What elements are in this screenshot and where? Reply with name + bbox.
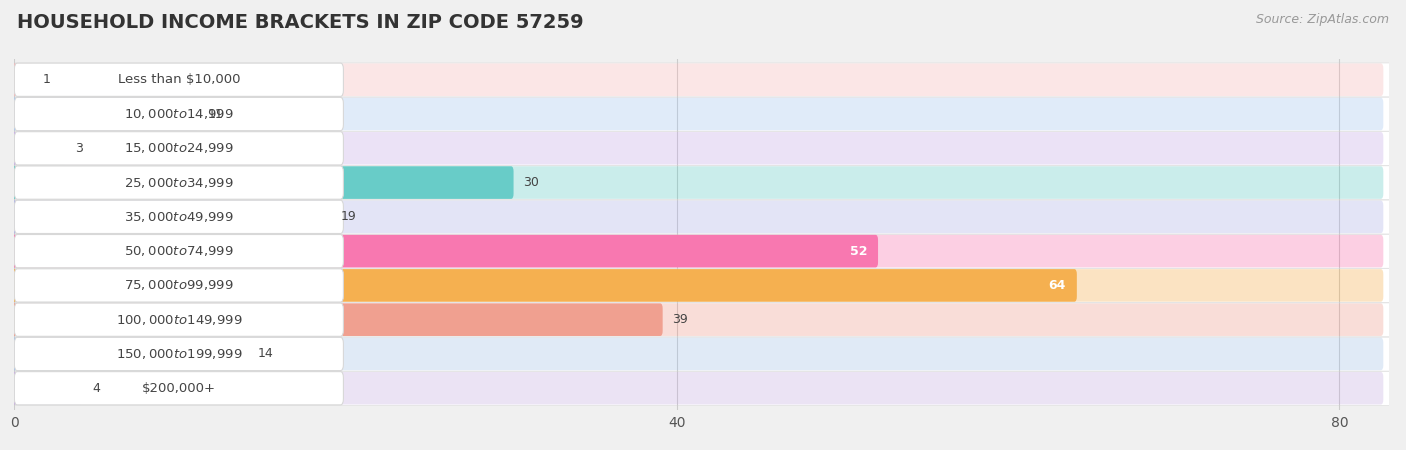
FancyBboxPatch shape [14,303,343,336]
FancyBboxPatch shape [11,166,513,199]
Text: 52: 52 [849,245,868,258]
Text: 11: 11 [208,108,224,121]
Text: Source: ZipAtlas.com: Source: ZipAtlas.com [1256,14,1389,27]
FancyBboxPatch shape [11,235,1384,267]
FancyBboxPatch shape [6,166,1398,200]
FancyBboxPatch shape [6,303,1398,337]
Text: 19: 19 [340,210,356,223]
Text: 1: 1 [42,73,51,86]
FancyBboxPatch shape [6,200,1398,234]
FancyBboxPatch shape [11,132,66,165]
FancyBboxPatch shape [11,269,1384,302]
FancyBboxPatch shape [11,303,1384,336]
FancyBboxPatch shape [11,166,1384,199]
Text: $200,000+: $200,000+ [142,382,217,395]
FancyBboxPatch shape [6,269,1398,302]
Text: 14: 14 [257,347,273,360]
Text: Less than $10,000: Less than $10,000 [118,73,240,86]
FancyBboxPatch shape [6,131,1398,166]
FancyBboxPatch shape [11,372,83,405]
Text: $150,000 to $199,999: $150,000 to $199,999 [115,347,242,361]
FancyBboxPatch shape [14,97,343,130]
Text: $35,000 to $49,999: $35,000 to $49,999 [124,210,233,224]
FancyBboxPatch shape [11,338,249,370]
Text: $75,000 to $99,999: $75,000 to $99,999 [124,279,233,292]
FancyBboxPatch shape [11,201,332,233]
FancyBboxPatch shape [11,98,198,130]
FancyBboxPatch shape [11,303,662,336]
Text: 30: 30 [523,176,538,189]
Text: 39: 39 [672,313,688,326]
Text: $15,000 to $24,999: $15,000 to $24,999 [124,141,233,155]
FancyBboxPatch shape [6,97,1398,131]
FancyBboxPatch shape [11,98,1384,130]
Text: HOUSEHOLD INCOME BRACKETS IN ZIP CODE 57259: HOUSEHOLD INCOME BRACKETS IN ZIP CODE 57… [17,14,583,32]
FancyBboxPatch shape [6,337,1398,371]
Text: $100,000 to $149,999: $100,000 to $149,999 [115,313,242,327]
FancyBboxPatch shape [6,234,1398,268]
Text: $25,000 to $34,999: $25,000 to $34,999 [124,176,233,189]
FancyBboxPatch shape [11,235,877,267]
FancyBboxPatch shape [14,338,343,371]
FancyBboxPatch shape [11,338,1384,370]
FancyBboxPatch shape [11,269,1077,302]
FancyBboxPatch shape [14,132,343,165]
FancyBboxPatch shape [11,63,1384,96]
FancyBboxPatch shape [14,166,343,199]
FancyBboxPatch shape [11,132,1384,165]
Text: 4: 4 [91,382,100,395]
FancyBboxPatch shape [11,63,34,96]
Text: $10,000 to $14,999: $10,000 to $14,999 [124,107,233,121]
FancyBboxPatch shape [14,63,343,96]
FancyBboxPatch shape [11,372,1384,405]
FancyBboxPatch shape [14,234,343,268]
FancyBboxPatch shape [11,201,1384,233]
Text: $50,000 to $74,999: $50,000 to $74,999 [124,244,233,258]
FancyBboxPatch shape [14,269,343,302]
FancyBboxPatch shape [6,371,1398,405]
Text: 3: 3 [76,142,83,155]
Text: 64: 64 [1049,279,1066,292]
FancyBboxPatch shape [14,372,343,405]
FancyBboxPatch shape [6,63,1398,97]
FancyBboxPatch shape [14,200,343,234]
